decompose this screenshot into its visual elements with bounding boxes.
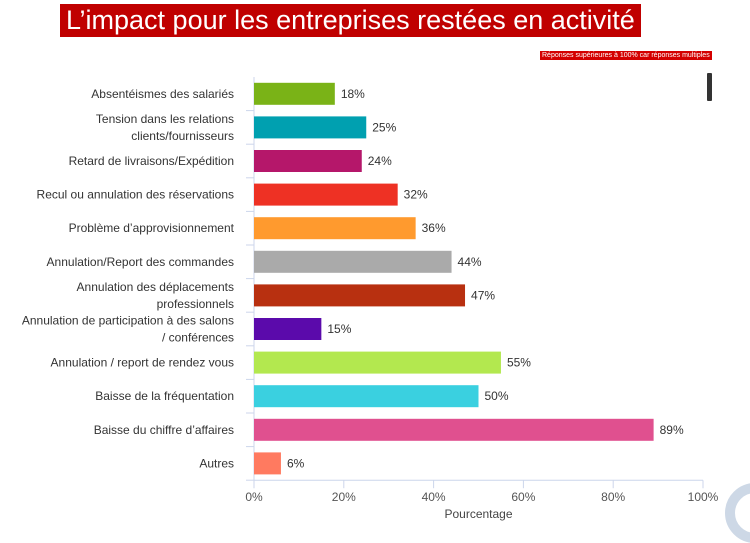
category-label: Problème d’approvisionnement [69,221,235,235]
category-label: Absentéismes des salariés [91,87,234,101]
bar [254,116,367,139]
category-label: Baisse du chiffre d’affaires [94,423,234,437]
data-label: 24% [368,154,392,168]
data-label: 15% [327,322,351,336]
category-label: Annulation des déplacements [77,280,234,294]
x-tick-label: 40% [422,490,446,504]
category-label: / conférences [162,331,234,345]
bar [254,250,452,273]
data-label: 44% [458,255,482,269]
bar [254,418,654,441]
decorative-mark [707,73,712,101]
category-label: Retard de livraisons/Expédition [69,154,234,168]
data-label: 6% [287,456,305,470]
bar [254,284,466,307]
category-label: Autres [199,456,234,470]
bar [254,385,479,408]
bar [254,82,335,105]
data-label: 32% [404,188,428,202]
category-label: Baisse de la fréquentation [95,389,234,403]
bar [254,351,501,374]
category-label: Annulation de participation à des salons [22,314,234,328]
page-title: L’impact pour les entreprises restées en… [60,4,641,37]
x-axis-title: Pourcentage [444,507,512,521]
category-label: Recul ou annulation des réservations [37,188,234,202]
bar [254,217,416,240]
category-label: Annulation/Report des commandes [47,255,234,269]
data-label: 47% [471,288,495,302]
category-label: clients/fournisseurs [131,129,234,143]
data-label: 25% [372,120,396,134]
data-label: 89% [660,423,684,437]
category-label: Tension dans les relations [96,112,234,126]
data-label: 50% [485,389,509,403]
bar [254,183,398,206]
x-tick-label: 60% [511,490,535,504]
data-label: 36% [422,221,446,235]
category-label: Annulation / report de rendez vous [51,356,234,370]
x-tick-label: 0% [245,490,263,504]
data-label: 55% [507,356,531,370]
category-label: professionnels [157,297,234,311]
note-badge: Réponses supérieures à 100% car réponses… [540,51,712,60]
bar [254,452,281,475]
bar [254,318,322,340]
bar [254,150,362,172]
x-tick-label: 80% [601,490,625,504]
x-tick-label: 100% [688,490,719,504]
x-tick-label: 20% [332,490,356,504]
data-label: 18% [341,87,365,101]
